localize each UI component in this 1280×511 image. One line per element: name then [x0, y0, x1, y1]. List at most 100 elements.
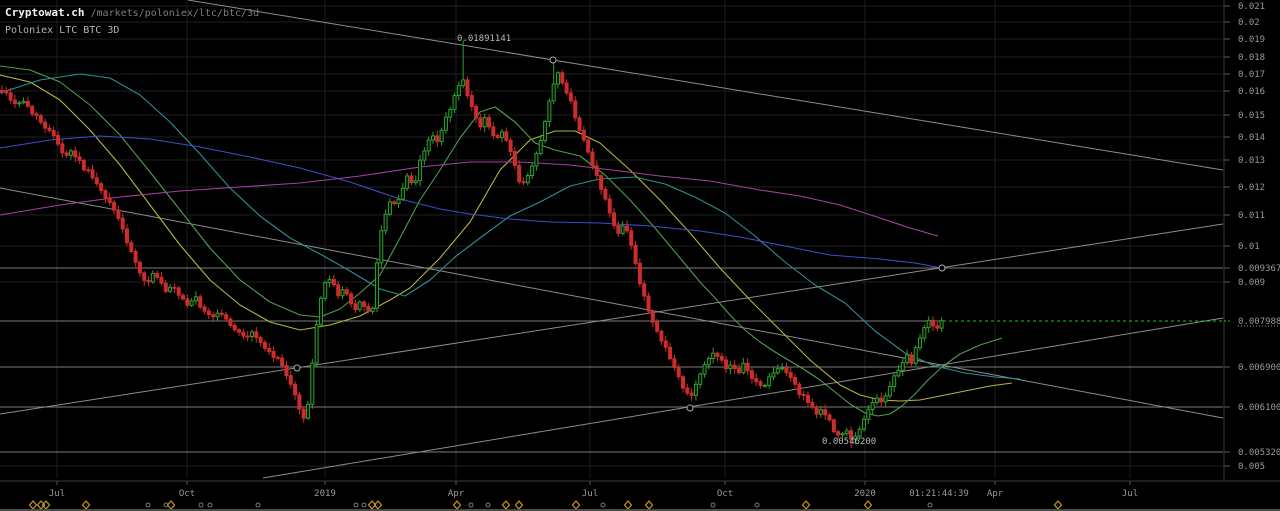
candle-down: [331, 278, 336, 286]
trendline-handle[interactable]: [293, 364, 301, 372]
trendline[interactable]: [0, 187, 1224, 419]
candle-down: [271, 350, 276, 358]
candle-down: [77, 156, 82, 162]
event-circle-icon[interactable]: [198, 502, 204, 508]
candle-down: [366, 305, 371, 312]
event-diamond-icon[interactable]: [166, 500, 176, 510]
event-circle-icon[interactable]: [485, 502, 491, 508]
moving-averages-layer: [0, 65, 1021, 417]
trendline[interactable]: [0, 223, 1224, 415]
candle-up: [340, 289, 345, 297]
trendline-handles-layer[interactable]: [293, 56, 946, 412]
candle-up: [323, 282, 328, 299]
event-diamond-icon[interactable]: [452, 500, 462, 510]
candle-down: [293, 383, 298, 396]
ma-green: [0, 65, 1003, 417]
market-path: /markets/poloniex/ltc/btc/3d: [90, 8, 260, 19]
time-axis-label: Apr: [987, 489, 1004, 499]
candle-down: [258, 337, 263, 343]
event-circle-icon[interactable]: [353, 502, 359, 508]
candle-down: [655, 321, 660, 332]
candle-up: [883, 395, 888, 403]
candle-up: [374, 262, 379, 309]
trendline-handle[interactable]: [686, 404, 694, 412]
price-axis-label: 0.018: [1238, 53, 1265, 63]
candle-down: [930, 319, 935, 327]
event-diamond-icon[interactable]: [571, 500, 581, 510]
candle-down: [47, 127, 52, 132]
candle-down: [810, 401, 815, 408]
trendline-handle[interactable]: [549, 56, 557, 64]
price-axis-label: 0.00610054: [1238, 403, 1280, 413]
price-levels-layer[interactable]: [0, 267, 1223, 453]
event-diamond-icon[interactable]: [623, 500, 633, 510]
candle-down: [749, 370, 754, 380]
event-diamond-icon[interactable]: [801, 500, 811, 510]
time-axis[interactable]: Jul Oct 2019 Apr Jul Oct 2020 Apr Jul 01:21:44:39: [0, 480, 1280, 499]
candle-up: [21, 100, 26, 104]
trendlines-layer[interactable]: [0, 0, 1224, 479]
candle-down: [288, 375, 293, 385]
candle-up: [418, 159, 423, 182]
event-diamond-icon[interactable]: [501, 500, 511, 510]
trendline-handle[interactable]: [938, 264, 946, 272]
candle-down: [663, 340, 668, 348]
candle-down: [120, 217, 125, 230]
candle-down: [241, 331, 246, 337]
candle-up: [887, 385, 892, 397]
candle-down: [224, 314, 229, 320]
candle-up: [741, 362, 746, 374]
price-axis-label: 0.014: [1238, 133, 1265, 143]
event-circle-icon[interactable]: [255, 502, 261, 508]
candle-up: [396, 198, 401, 205]
price-axis[interactable]: 0.021 0.02 0.019 0.018 0.017 0.016 0.015 0.014 0…: [1223, 0, 1280, 481]
event-diamond-icon[interactable]: [41, 500, 51, 510]
candle-down: [73, 150, 78, 158]
candle-down: [56, 135, 61, 145]
candle-down: [142, 272, 147, 281]
ma-magenta: [0, 161, 939, 237]
time-axis-label: 2019: [314, 489, 336, 499]
event-circle-icon[interactable]: [927, 502, 933, 508]
event-diamond-icon[interactable]: [863, 500, 873, 510]
candle-up: [426, 139, 431, 152]
event-circle-icon[interactable]: [145, 502, 151, 508]
event-diamond-icon[interactable]: [81, 500, 91, 510]
event-circle-icon[interactable]: [361, 502, 367, 508]
candle-down: [90, 169, 95, 179]
candle-down: [478, 117, 483, 128]
candle-down: [30, 105, 35, 115]
candle-down: [680, 376, 685, 389]
candle-down: [159, 276, 164, 284]
candles-layer: [0, 40, 944, 449]
trendline[interactable]: [187, 0, 1224, 171]
candle-down: [409, 175, 414, 184]
event-circle-icon[interactable]: [754, 502, 760, 508]
candle-down: [676, 366, 681, 378]
candle-down: [823, 409, 828, 416]
event-diamond-icon[interactable]: [1053, 500, 1063, 510]
event-circle-icon[interactable]: [207, 502, 213, 508]
candle-up: [892, 375, 897, 387]
price-axis-label: 0.016: [1238, 87, 1265, 97]
event-circle-icon[interactable]: [710, 502, 716, 508]
candle-down: [504, 131, 509, 141]
event-diamond-icon[interactable]: [644, 500, 654, 510]
event-diamond-icon[interactable]: [36, 500, 46, 510]
ma-blue: [0, 135, 943, 269]
candle-down: [245, 335, 250, 338]
event-diamond-icon[interactable]: [28, 500, 38, 510]
trendline[interactable]: [262, 317, 1224, 479]
candle-up: [400, 187, 405, 200]
candle-down: [637, 262, 642, 285]
candle-down: [689, 392, 694, 396]
candle-up: [168, 286, 173, 292]
candle-up: [551, 83, 556, 102]
candle-down: [211, 314, 216, 318]
event-circle-icon[interactable]: [600, 502, 606, 508]
ma-teal: [0, 73, 1021, 380]
event-markers[interactable]: [28, 500, 1063, 510]
event-diamond-icon[interactable]: [514, 500, 524, 510]
event-circle-icon[interactable]: [468, 502, 474, 508]
